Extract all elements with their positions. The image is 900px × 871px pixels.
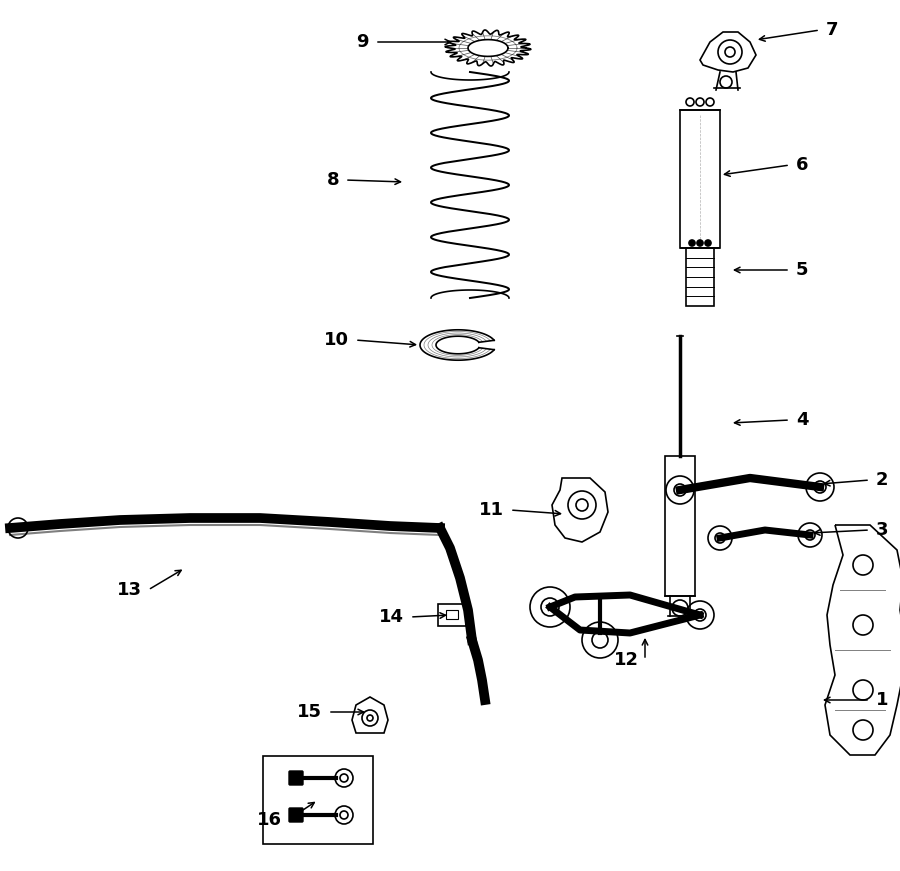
Text: 2: 2 (876, 471, 888, 489)
Text: 12: 12 (614, 651, 639, 669)
Text: 16: 16 (257, 811, 282, 829)
Circle shape (689, 240, 695, 246)
Circle shape (697, 240, 703, 246)
Text: 5: 5 (796, 261, 808, 279)
Circle shape (705, 240, 711, 246)
Text: 6: 6 (796, 156, 808, 174)
Bar (665, 456, 695, 596)
Text: 7: 7 (826, 21, 839, 39)
Bar (263, 756, 373, 844)
Bar (686, 248, 714, 306)
Text: 9: 9 (356, 33, 369, 51)
Bar (446, 611, 458, 619)
FancyBboxPatch shape (289, 808, 303, 822)
Text: 3: 3 (876, 521, 888, 539)
Bar (438, 604, 466, 626)
Text: 10: 10 (324, 331, 349, 349)
Text: 14: 14 (379, 608, 404, 626)
Text: 13: 13 (117, 581, 142, 599)
Text: 1: 1 (876, 691, 888, 709)
Text: 8: 8 (327, 171, 339, 189)
Text: 11: 11 (479, 501, 504, 519)
Text: 4: 4 (796, 411, 808, 429)
Text: 15: 15 (297, 703, 322, 721)
Bar (680, 110, 720, 248)
FancyBboxPatch shape (289, 771, 303, 785)
